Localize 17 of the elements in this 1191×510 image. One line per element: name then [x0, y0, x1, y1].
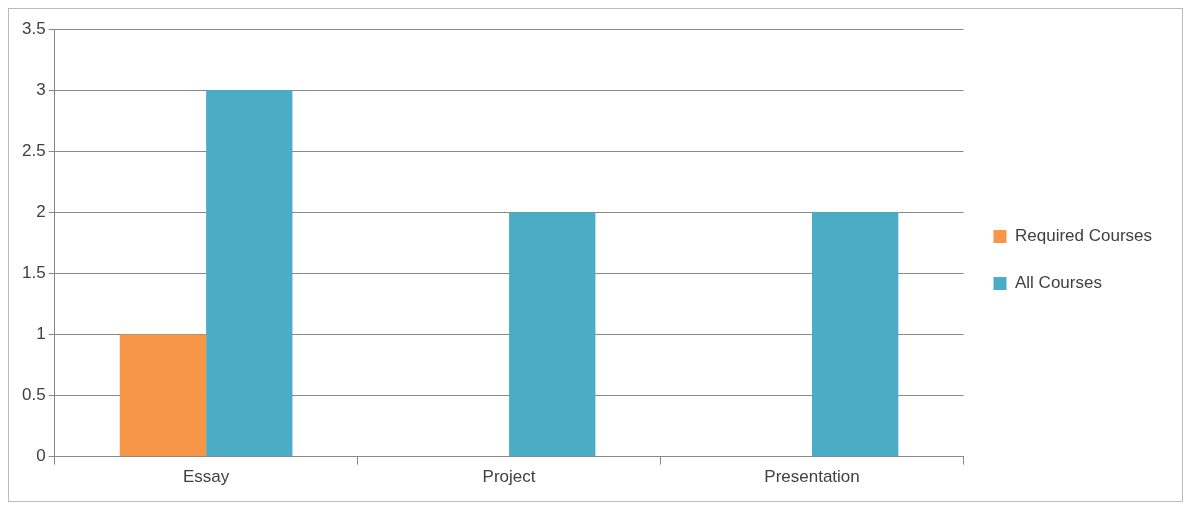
legend-label: Required Courses [1014, 226, 1152, 246]
y-tick-label: 2 [36, 201, 46, 221]
x-tick-label: Essay [182, 467, 230, 487]
bar [509, 212, 596, 457]
bar [119, 334, 207, 457]
y-tick-label: 3.5 [21, 18, 46, 38]
y-tick-label: 0.5 [21, 385, 46, 405]
y-tick-label: 1 [36, 324, 46, 344]
y-tick-label: 1.5 [21, 263, 46, 283]
y-tick-label: 3 [36, 79, 46, 99]
y-tick-label: 0 [36, 446, 46, 466]
legend-label: All Courses [1014, 273, 1102, 293]
bar [206, 90, 293, 457]
bar [812, 212, 899, 457]
x-tick-label: Project [482, 467, 536, 487]
y-tick-label: 2.5 [21, 140, 46, 160]
x-tick-label: Presentation [764, 467, 860, 487]
